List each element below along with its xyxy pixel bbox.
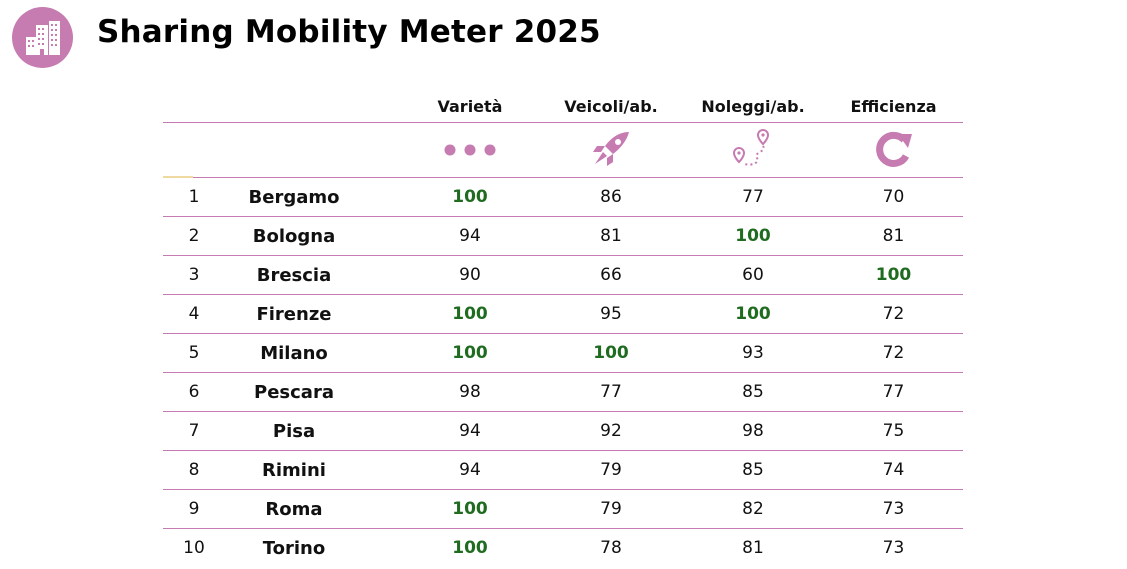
veicoli-cell: 78 [600,538,622,558]
efficienza-cell: 72 [882,304,905,324]
veicoli-cell: 81 [600,226,622,246]
varieta-cell: 98 [459,382,481,402]
veicoli-cell: 77 [600,382,622,402]
city-cell: Brescia [256,264,332,286]
rank-cell: 7 [188,421,200,441]
city-cell: Bologna [252,225,336,247]
table-row: 1 Bergamo 100 86 77 70 [163,178,963,217]
table-header: Varietà Veicoli/ab. Noleggi/ab. Efficien… [163,90,963,123]
column-header-varieta: Varietà [437,96,503,116]
efficienza-cell: 75 [882,421,905,441]
noleggi-cell: 85 [742,460,764,480]
icon-row [163,123,963,178]
divider-accent [163,176,193,178]
veicoli-cell: 66 [600,265,622,285]
varieta-cell: 94 [459,421,481,441]
varieta-cell: 100 [452,187,488,207]
veicoli-cell: 95 [600,304,622,324]
page-title: Sharing Mobility Meter 2025 [97,14,601,50]
table-row: 3 Brescia 90 66 60 100 [163,256,963,295]
city-cell: Roma [265,498,323,520]
noleggi-cell: 100 [735,304,771,324]
rank-cell: 1 [188,187,200,207]
efficienza-cell: 72 [882,343,905,363]
noleggi-cell: 93 [742,343,764,363]
rank-cell: 5 [188,343,200,363]
varieta-cell: 100 [452,343,488,363]
refresh-icon [874,130,914,170]
table-row: 2 Bologna 94 81 100 81 [163,217,963,256]
table-row: 9 Roma 100 79 82 73 [163,490,963,529]
city-cell: Bergamo [248,186,340,208]
varieta-cell: 100 [452,499,488,519]
efficienza-cell: 74 [882,460,905,480]
varieta-cell: 94 [459,226,481,246]
noleggi-cell: 81 [742,538,764,558]
noleggi-cell: 85 [742,382,764,402]
city-cell: Firenze [256,303,332,325]
veicoli-cell: 100 [593,343,629,363]
column-header-noleggi: Noleggi/ab. [701,96,805,116]
table-row: 10 Torino 100 78 81 73 [163,529,963,567]
table-row: 8 Rimini 94 79 85 74 [163,451,963,490]
noleggi-cell: 82 [742,499,764,519]
noleggi-cell: 100 [735,226,771,246]
efficienza-cell: 73 [882,499,905,519]
rank-cell: 3 [188,265,200,285]
veicoli-cell: 92 [600,421,622,441]
city-cell: Rimini [262,459,326,481]
veicoli-cell: 79 [600,460,622,480]
rank-cell: 6 [188,382,200,402]
efficienza-cell: 77 [882,382,905,402]
noleggi-cell: 77 [742,187,764,207]
column-header-efficienza: Efficienza [850,96,937,116]
rank-cell: 9 [188,499,200,519]
rocket-icon [589,130,633,170]
rank-cell: 8 [188,460,200,480]
varieta-cell: 100 [452,538,488,558]
city-cell: Milano [260,342,328,364]
rank-cell: 10 [183,538,205,558]
city-cell: Pescara [254,381,334,403]
rank-cell: 2 [188,226,200,246]
efficienza-cell: 73 [882,538,905,558]
table-row: 4 Firenze 100 95 100 72 [163,295,963,334]
varieta-cell: 100 [452,304,488,324]
rank-cell: 4 [188,304,200,324]
ranking-table: Varietà Veicoli/ab. Noleggi/ab. Efficien… [163,90,963,567]
three-dots-icon [443,143,497,157]
city-cell: Pisa [272,420,316,442]
veicoli-cell: 86 [600,187,622,207]
efficienza-cell: 81 [882,226,905,246]
noleggi-cell: 60 [742,265,764,285]
table-row: 7 Pisa 94 92 98 75 [163,412,963,451]
veicoli-cell: 79 [600,499,622,519]
efficienza-cell: 100 [875,265,912,285]
noleggi-cell: 98 [742,421,764,441]
city-cell: Torino [262,537,326,559]
city-buildings-icon [12,7,73,68]
efficienza-cell: 70 [882,187,905,207]
route-pins-icon [731,128,775,172]
varieta-cell: 90 [459,265,481,285]
varieta-cell: 94 [459,460,481,480]
column-header-veicoli: Veicoli/ab. [564,96,658,116]
table-row: 5 Milano 100 100 93 72 [163,334,963,373]
table-row: 6 Pescara 98 77 85 77 [163,373,963,412]
